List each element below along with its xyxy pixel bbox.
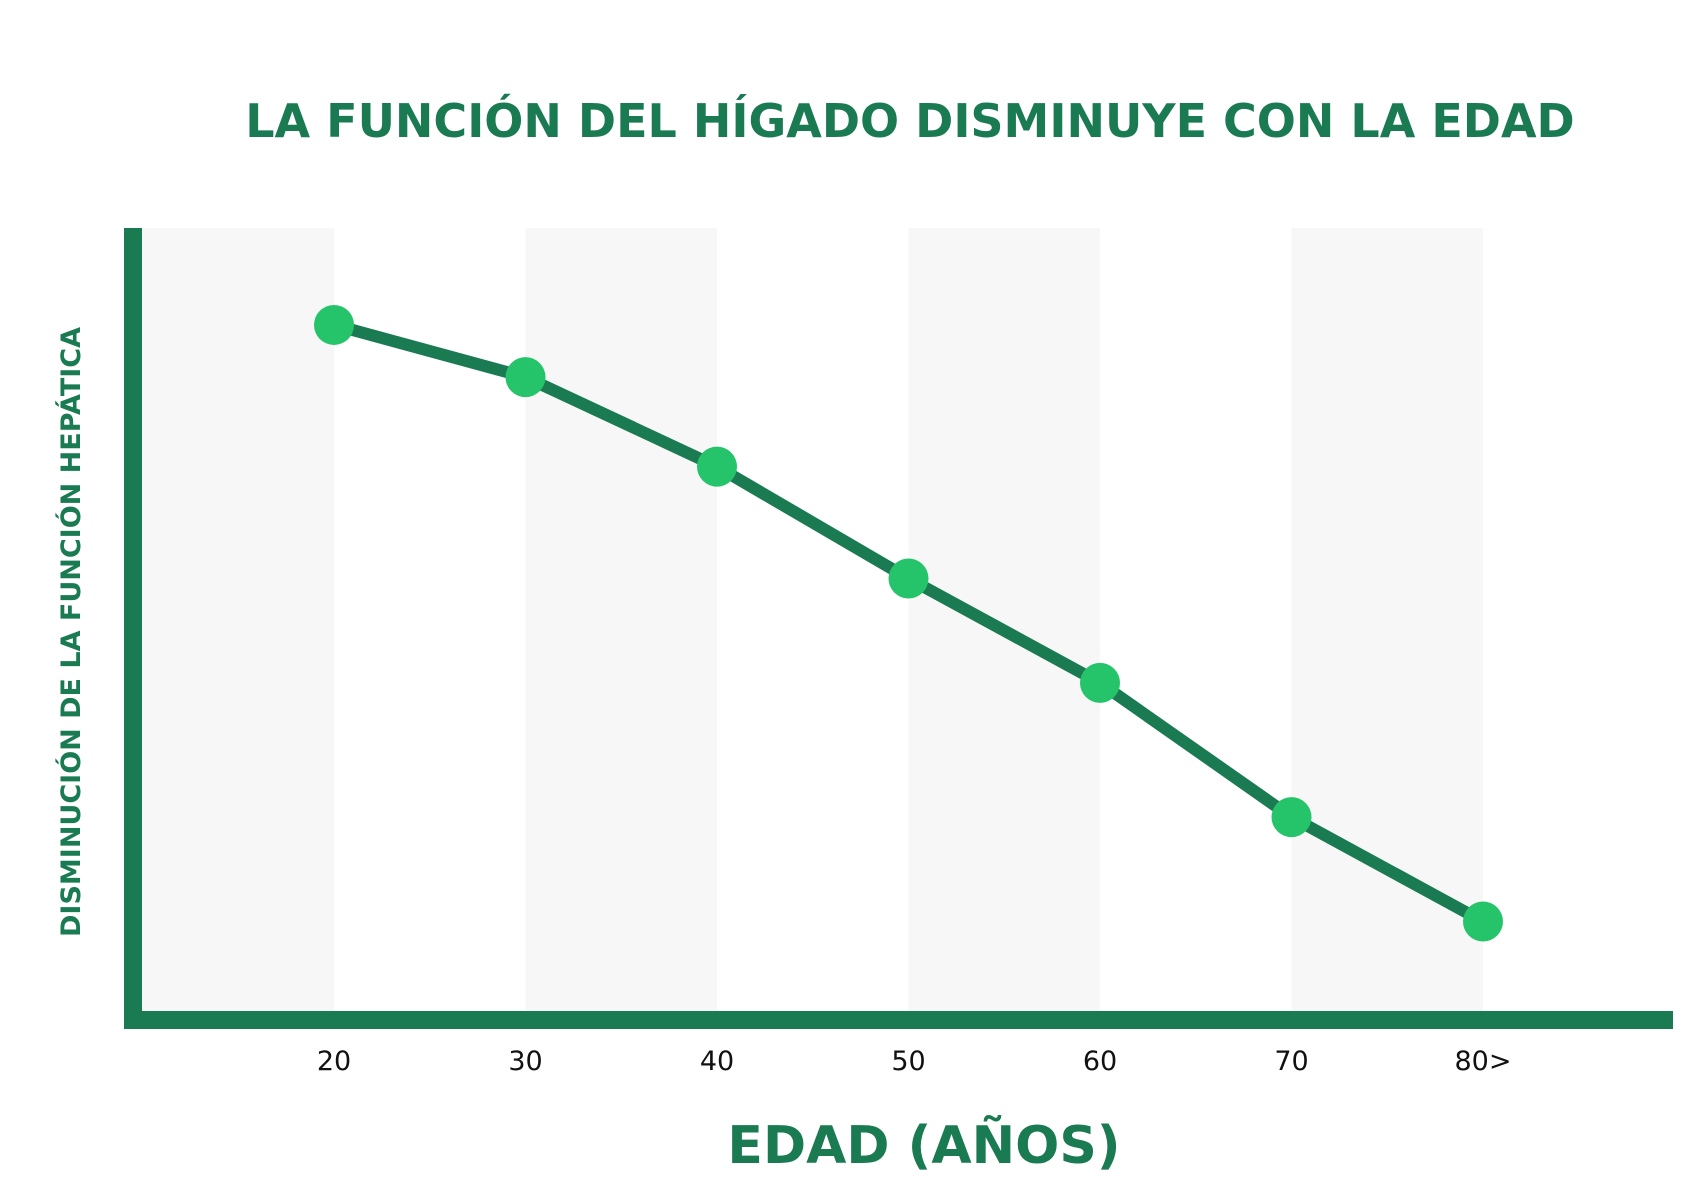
background-band [525,228,717,1011]
data-point [505,357,546,398]
x-tick-label: 70 [1274,1046,1308,1077]
background-band [1291,228,1483,1011]
data-point [1271,797,1312,838]
x-tick-label: 80> [1455,1046,1512,1077]
data-point [697,446,737,487]
x-tick-label: 20 [317,1046,351,1077]
data-point [888,558,929,599]
x-tick-labels: 20 30 40 50 60 70 80> [317,1046,1512,1077]
data-point [1463,901,1503,942]
background-bands [142,228,1483,1011]
chart-title: LA FUNCIÓN DEL HÍGADO DISMINUYE CON LA E… [245,94,1575,148]
x-tick-label: 60 [1083,1046,1117,1077]
background-band [908,228,1100,1011]
data-point [1080,662,1120,703]
background-band [142,228,334,1011]
x-tick-label: 50 [891,1046,925,1077]
data-point [314,304,354,345]
x-tick-label: 40 [700,1046,734,1077]
data-points [314,304,1503,942]
x-axis-label: EDAD (AÑOS) [727,1115,1120,1176]
y-axis-label: DISMINUCIÓN DE LA FUNCIÓN HEPÁTICA [55,327,87,937]
x-tick-label: 30 [508,1046,542,1077]
